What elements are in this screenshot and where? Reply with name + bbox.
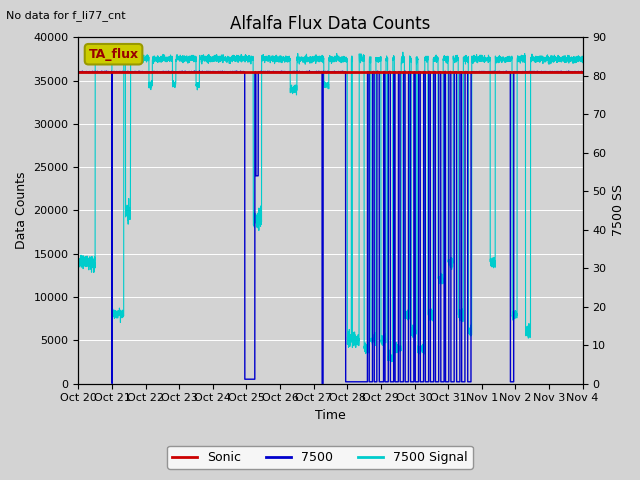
Text: TA_flux: TA_flux: [88, 48, 139, 60]
Text: No data for f_li77_cnt: No data for f_li77_cnt: [6, 10, 126, 21]
Y-axis label: 7500 SS: 7500 SS: [612, 184, 625, 237]
Legend: Sonic, 7500, 7500 Signal: Sonic, 7500, 7500 Signal: [167, 446, 473, 469]
Title: Alfalfa Flux Data Counts: Alfalfa Flux Data Counts: [230, 15, 431, 33]
Y-axis label: Data Counts: Data Counts: [15, 172, 28, 249]
X-axis label: Time: Time: [315, 409, 346, 422]
